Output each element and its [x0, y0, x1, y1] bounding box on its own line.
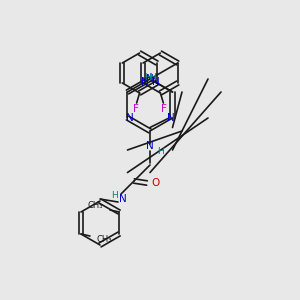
Text: N: N [146, 141, 154, 151]
Text: CH₃: CH₃ [88, 202, 103, 211]
Text: N: N [152, 77, 159, 87]
Text: H: H [144, 74, 151, 82]
Text: H: H [112, 190, 118, 200]
Text: H: H [149, 74, 156, 82]
Text: N: N [167, 113, 174, 123]
Text: N: N [126, 113, 134, 123]
Text: N: N [119, 194, 127, 204]
Text: F: F [161, 104, 167, 114]
Text: O: O [151, 178, 159, 188]
Text: CH₃: CH₃ [97, 236, 112, 244]
Text: F: F [133, 104, 139, 114]
Text: N: N [146, 74, 154, 84]
Text: H: H [157, 148, 164, 157]
Text: N: N [141, 77, 148, 87]
